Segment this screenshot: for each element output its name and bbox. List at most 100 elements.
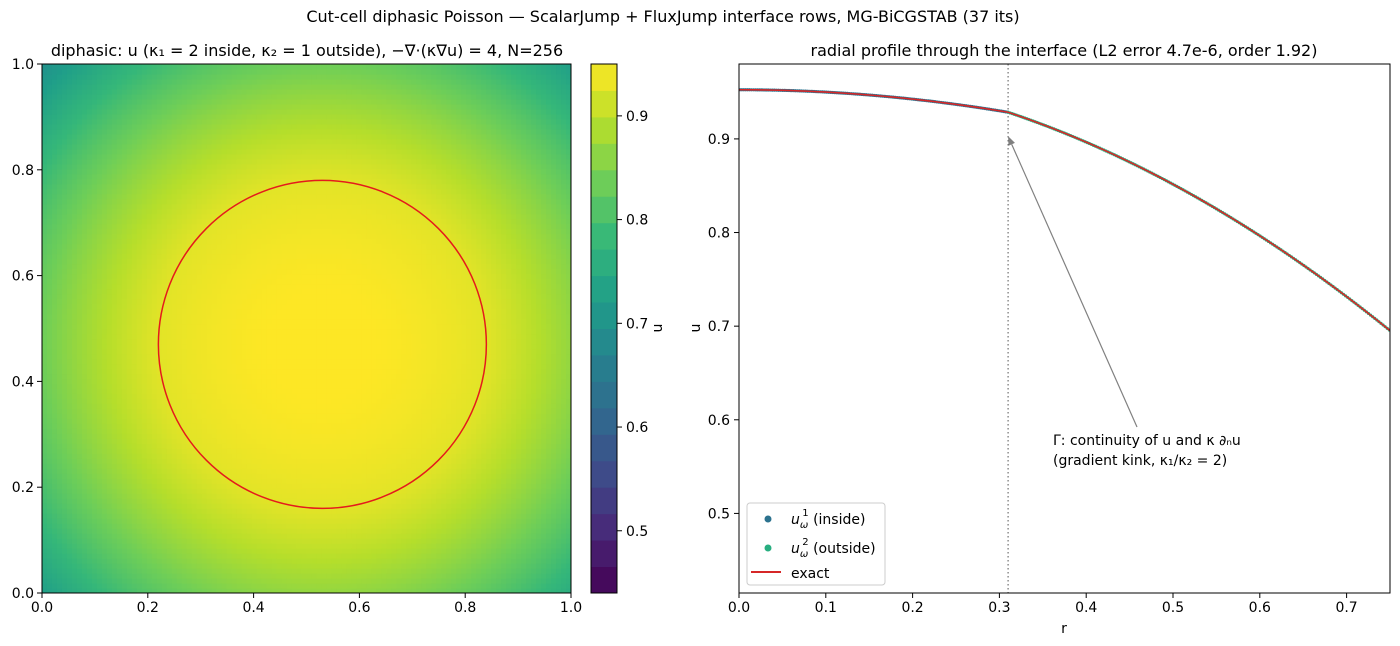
- heatmap-cell: [42, 183, 48, 190]
- heatmap-cell: [206, 568, 213, 574]
- heatmap-cell: [126, 428, 133, 434]
- heatmap-cell: [191, 293, 198, 300]
- heatmap-cell: [141, 303, 148, 310]
- heatmap-cell: [216, 98, 223, 105]
- heatmap-cell: [186, 203, 193, 210]
- heatmap-cell: [176, 518, 183, 524]
- heatmap-cell: [196, 428, 203, 434]
- heatmap-cell: [156, 283, 163, 290]
- heatmap-cell: [166, 108, 173, 115]
- heatmap-cell: [181, 368, 188, 375]
- heatmap-cell: [136, 238, 143, 245]
- heatmap-cell: [156, 83, 163, 90]
- heatmap-cell: [241, 343, 248, 350]
- heatmap-cell: [166, 503, 173, 509]
- heatmap-cell: [216, 503, 223, 509]
- heatmap-cell: [146, 338, 153, 345]
- heatmap-cell: [211, 453, 218, 459]
- heatmap-cell: [256, 523, 263, 529]
- heatmap-cell: [191, 323, 198, 330]
- heatmap-cell: [221, 403, 228, 409]
- heatmap-cell: [151, 513, 158, 519]
- heatmap-cell: [196, 348, 203, 355]
- heatmap-cell: [56, 183, 63, 190]
- heatmap-cell: [111, 358, 118, 365]
- heatmap-cell: [146, 223, 153, 230]
- heatmap-cell: [191, 458, 198, 464]
- heatmap-cell: [42, 433, 48, 439]
- heatmap-cell: [191, 448, 198, 454]
- heatmap-cell: [111, 498, 118, 504]
- heatmap-cell: [66, 83, 73, 90]
- heatmap-cell: [251, 423, 258, 429]
- heatmap-cell: [191, 178, 198, 185]
- heatmap-cell: [201, 293, 208, 300]
- heatmap-cell: [261, 403, 268, 409]
- heatmap-cell: [201, 253, 208, 260]
- heatmap-cell: [201, 468, 208, 474]
- heatmap-cell: [246, 183, 253, 190]
- heatmap-cell: [226, 328, 233, 335]
- heatmap-cell: [211, 153, 218, 160]
- heatmap-cell: [246, 73, 253, 80]
- heatmap-cell: [196, 463, 203, 469]
- heatmap-cell: [76, 333, 83, 340]
- heatmap-cell: [216, 118, 223, 125]
- heatmap-cell: [171, 398, 178, 404]
- heatmap-cell: [91, 288, 98, 295]
- heatmap-cell: [271, 78, 278, 85]
- heatmap-cell: [191, 498, 198, 504]
- heatmap-cell: [271, 588, 278, 593]
- heatmap-cell: [231, 558, 238, 564]
- heatmap-cell: [101, 578, 108, 584]
- heatmap-cell: [116, 578, 123, 584]
- heatmap-cell: [91, 478, 98, 484]
- heatmap-cell: [231, 438, 238, 444]
- heatmap-cell: [71, 78, 78, 85]
- heatmap-cell: [131, 273, 138, 280]
- heatmap-cell: [61, 258, 68, 265]
- heatmap-cell: [171, 353, 178, 360]
- heatmap-cell: [271, 173, 278, 180]
- heatmap-cell: [81, 283, 88, 290]
- heatmap-cell: [96, 378, 103, 384]
- heatmap-cell: [61, 213, 68, 220]
- heatmap-cell: [56, 553, 63, 559]
- heatmap-cell: [46, 128, 53, 135]
- heatmap-cell: [71, 473, 78, 479]
- heatmap-cell: [261, 468, 268, 474]
- heatmap-cell: [141, 378, 148, 384]
- heatmap-cell: [42, 158, 48, 165]
- heatmap-cell: [91, 218, 98, 225]
- heatmap-cell: [226, 518, 233, 524]
- heatmap-cell: [42, 358, 48, 365]
- heatmap-cell: [71, 203, 78, 210]
- heatmap-cell: [56, 73, 63, 80]
- heatmap-cell: [151, 128, 158, 135]
- heatmap-cell: [51, 363, 58, 370]
- heatmap-cell: [191, 93, 198, 100]
- heatmap-cell: [71, 283, 78, 290]
- heatmap-cell: [151, 78, 158, 85]
- heatmap-cell: [136, 393, 143, 399]
- heatmap-cell: [51, 378, 58, 384]
- heatmap-cell: [136, 258, 143, 265]
- heatmap-cell: [226, 318, 233, 325]
- heatmap-cell: [71, 148, 78, 155]
- heatmap-cell: [201, 208, 208, 215]
- heatmap-cell: [216, 438, 223, 444]
- heatmap-cell: [101, 323, 108, 330]
- heatmap-cell: [136, 353, 143, 360]
- heatmap-cell: [246, 413, 253, 419]
- heatmap-cell: [96, 98, 103, 105]
- heatmap-cell: [101, 473, 108, 479]
- heatmap-cell: [256, 353, 263, 360]
- heatmap-cell: [116, 498, 123, 504]
- heatmap-cell: [186, 543, 193, 549]
- heatmap-cell: [51, 353, 58, 360]
- heatmap-cell: [61, 153, 68, 160]
- heatmap-cell: [101, 198, 108, 205]
- heatmap-cell: [166, 308, 173, 315]
- heatmap-cell: [91, 428, 98, 434]
- heatmap-cell: [46, 153, 53, 160]
